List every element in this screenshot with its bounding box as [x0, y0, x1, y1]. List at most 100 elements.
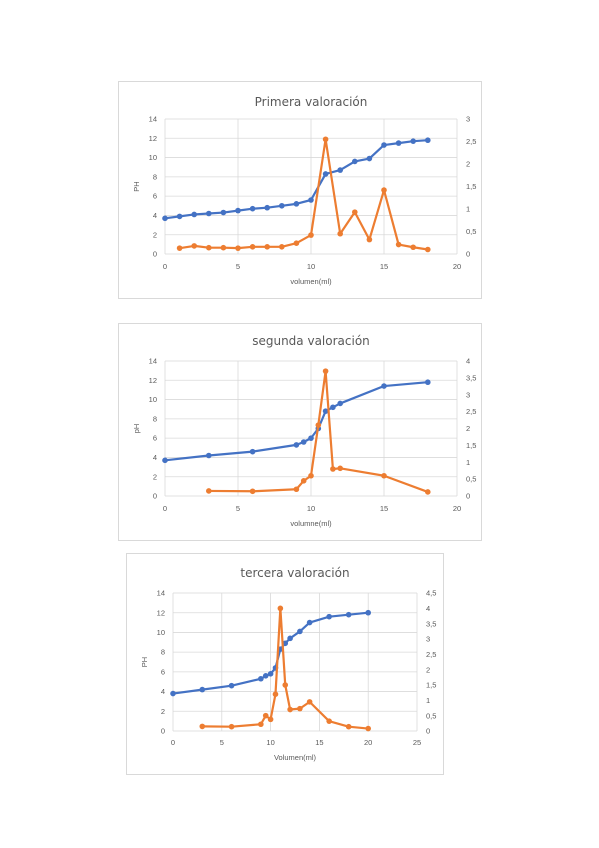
series-line-1: [164, 381, 428, 462]
y-tick-label: 4: [153, 453, 157, 462]
series-2-point: [297, 705, 303, 712]
series-1-point: [279, 202, 285, 209]
series-2-point: [315, 422, 322, 428]
y-tick-label: 2: [153, 472, 157, 481]
x-tick-label: 20: [453, 504, 461, 513]
x-axis-label: Volumen(ml): [274, 753, 317, 762]
series-2-point: [425, 246, 431, 253]
y-tick-label: 2: [161, 707, 165, 716]
series-2-point: [300, 478, 307, 484]
series-2-point: [176, 245, 183, 251]
y2-tick-label: 0: [466, 492, 470, 501]
series-line-2: [202, 607, 369, 730]
x-tick-label: 10: [266, 738, 274, 747]
y2-tick-label: 4: [426, 604, 430, 613]
x-tick-label: 5: [236, 504, 240, 513]
x-tick-label: 25: [413, 738, 421, 747]
series-2-point: [293, 486, 300, 493]
series-2-point: [258, 721, 264, 728]
y-tick-label: 8: [161, 648, 165, 657]
y2-tick-label: 1,5: [466, 441, 476, 450]
series-1-point: [345, 611, 352, 618]
y-axis-label: PH: [132, 181, 141, 191]
series-1-point: [249, 205, 256, 212]
series-2-point: [337, 230, 343, 237]
y-tick-label: 0: [153, 492, 157, 501]
series-1-point: [293, 201, 300, 207]
y2-tick-label: 1,5: [466, 182, 476, 191]
series-2-point: [381, 187, 387, 193]
series-2-point: [322, 368, 329, 374]
series-2-point: [395, 241, 402, 248]
series-2-point: [206, 488, 212, 494]
x-tick-label: 0: [171, 738, 175, 747]
series-2-point: [337, 465, 343, 472]
y-tick-label: 14: [157, 589, 165, 598]
x-tick-label: 20: [453, 262, 461, 271]
y2-tick-label: 2,5: [466, 137, 476, 146]
series-2-point: [272, 691, 279, 697]
series-2-point: [322, 136, 329, 143]
y2-tick-label: 1: [466, 205, 470, 214]
y-tick-label: 14: [149, 115, 157, 124]
series-2-point: [220, 244, 227, 251]
y-tick-label: 8: [153, 172, 157, 181]
x-tick-label: 15: [315, 738, 323, 747]
y2-tick-label: 1,5: [426, 681, 436, 690]
series-1-point: [262, 673, 269, 679]
y-tick-label: 6: [153, 192, 157, 201]
chart-3-title: tercera valoración: [240, 566, 349, 580]
y2-tick-label: 4,5: [426, 589, 436, 598]
series-1-point: [199, 686, 206, 693]
chart-2-title: segunda valoración: [252, 334, 370, 348]
series-1-point: [322, 171, 329, 177]
series-1-point: [308, 197, 314, 203]
y-tick-label: 10: [157, 628, 165, 637]
series-1-point: [326, 613, 332, 620]
series-1-point: [282, 640, 289, 647]
series-2-point: [249, 244, 256, 250]
chart-1-title: Primera valoración: [255, 95, 368, 109]
y2-tick-label: 0: [426, 727, 430, 736]
series-1-point: [352, 158, 358, 165]
y2-tick-label: 0: [466, 250, 470, 259]
series-1-point: [410, 138, 417, 144]
x-tick-label: 5: [236, 262, 240, 271]
series-2-point: [293, 240, 300, 246]
series-1-point: [287, 635, 293, 642]
y-axis-label: PH: [140, 657, 149, 667]
y2-tick-label: 2,5: [426, 650, 436, 659]
series-1-point: [297, 628, 303, 635]
series-2-point: [330, 466, 336, 472]
x-tick-label: 10: [307, 262, 315, 271]
series-1-point: [381, 383, 387, 389]
series-2-point: [264, 244, 270, 250]
series-1-point: [220, 209, 227, 216]
series-1-point: [162, 215, 168, 222]
x-tick-label: 20: [364, 738, 372, 747]
series-2-point: [277, 605, 284, 612]
y-tick-label: 4: [153, 211, 157, 220]
series-1-point: [366, 155, 373, 162]
series-2-point: [287, 706, 293, 713]
y-tick-label: 6: [161, 667, 165, 676]
y2-tick-label: 2: [426, 665, 430, 674]
series-2-point: [326, 718, 332, 724]
y-tick-label: 0: [161, 727, 165, 736]
series-1-point: [267, 671, 274, 677]
y2-tick-label: 2,5: [466, 407, 476, 416]
y-tick-label: 12: [157, 608, 165, 617]
series-1-point: [381, 142, 387, 148]
series-2-point: [235, 245, 241, 251]
series-1-point: [162, 457, 168, 464]
series-line-2: [179, 138, 428, 251]
x-axis-label: volumen(ml): [290, 277, 332, 286]
series-1-point: [395, 140, 402, 146]
series-1-point: [206, 210, 212, 217]
y2-tick-label: 0,5: [466, 227, 476, 236]
x-tick-label: 0: [163, 262, 167, 271]
series-1-point: [308, 435, 314, 441]
